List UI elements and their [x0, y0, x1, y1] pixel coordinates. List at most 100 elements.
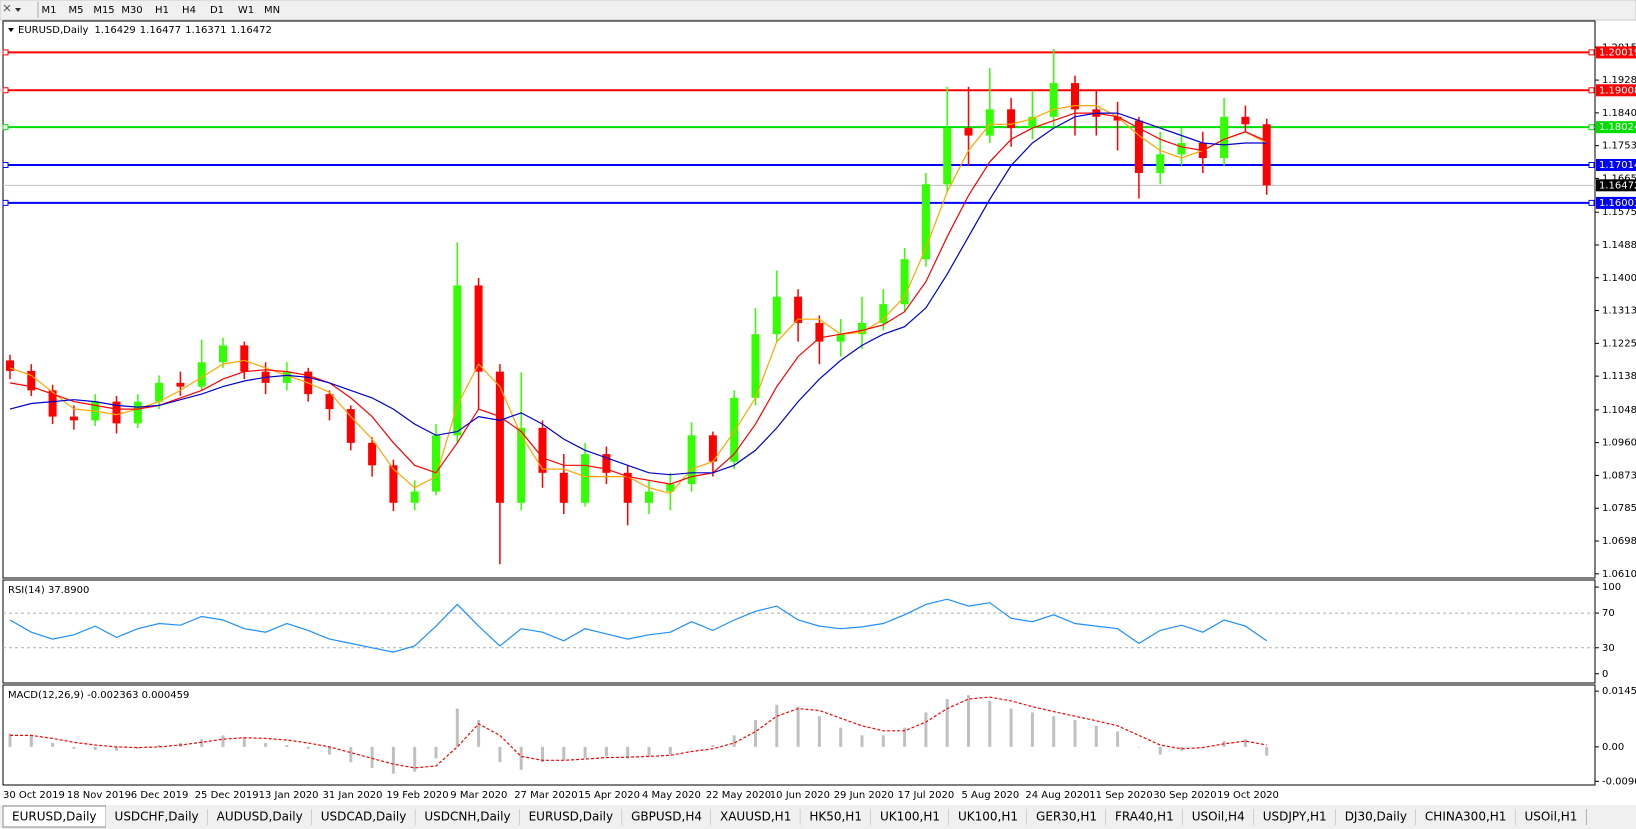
- level-handle[interactable]: [2, 87, 9, 94]
- candle-body: [964, 128, 973, 136]
- moving-average: [9, 112, 1267, 485]
- level-handle[interactable]: [1588, 87, 1595, 94]
- moving-average: [9, 112, 1267, 476]
- level-handle[interactable]: [1588, 199, 1595, 206]
- timeframe-button[interactable]: W1: [238, 5, 254, 16]
- x-tick-label: 17 Jul 2020: [898, 790, 955, 801]
- price-label-box: [1596, 179, 1636, 192]
- candle-body: [1007, 109, 1016, 129]
- macd-bar: [541, 746, 544, 763]
- y-tick-label: 1.14880: [1602, 240, 1636, 251]
- tab-label[interactable]: USOil,H4: [1192, 810, 1245, 824]
- candle-body: [772, 296, 781, 335]
- level-handle[interactable]: [1588, 49, 1595, 56]
- tab[interactable]: [1182, 806, 1254, 827]
- timeframe-button[interactable]: H1: [155, 5, 169, 16]
- candle-body: [581, 454, 590, 503]
- timeframe-button[interactable]: D1: [210, 5, 224, 16]
- timeframe-button[interactable]: H4: [182, 5, 196, 16]
- timeframe-button[interactable]: M15: [93, 5, 114, 16]
- chart-menu-arrow[interactable]: [8, 28, 14, 32]
- tab-label[interactable]: UK100,H1: [958, 810, 1018, 824]
- macd-bar: [881, 735, 885, 747]
- timeframe-button[interactable]: M5: [69, 5, 84, 16]
- macd-bar: [1265, 746, 1269, 756]
- y-tick-label: 0.00: [1602, 742, 1624, 753]
- tab[interactable]: [1027, 806, 1106, 827]
- macd-bar: [967, 695, 970, 747]
- tab-label[interactable]: USOil,H1: [1524, 810, 1577, 824]
- toolbar-dropdown[interactable]: [15, 8, 21, 12]
- candle-body: [687, 435, 696, 485]
- x-tick-label: 19 Feb 2020: [386, 790, 448, 801]
- tab-label[interactable]: USDCAD,Daily: [321, 810, 407, 824]
- x-tick-label: 24 Aug 2020: [1025, 790, 1089, 801]
- level-handle[interactable]: [1588, 162, 1595, 169]
- tab-label[interactable]: GBPUSD,H4: [631, 810, 702, 824]
- tab[interactable]: [1253, 806, 1336, 827]
- macd-bar: [626, 746, 630, 759]
- tab-label[interactable]: CHINA300,H1: [1425, 810, 1507, 824]
- candle-body: [112, 401, 121, 424]
- macd-bar: [370, 746, 374, 768]
- level-label: 1.19008: [1599, 85, 1636, 96]
- tab[interactable]: [711, 806, 801, 827]
- candle-body: [751, 334, 760, 398]
- macd-bar: [732, 735, 736, 747]
- x-tick-label: 10 Jun 2020: [770, 790, 830, 801]
- y-tick-label: 0: [1602, 669, 1608, 680]
- tab-label[interactable]: FRA40,H1: [1115, 810, 1174, 824]
- candle-body: [133, 401, 142, 424]
- tab[interactable]: [1515, 806, 1587, 827]
- tab[interactable]: [622, 806, 711, 827]
- tab-label[interactable]: USDCHF,Daily: [115, 810, 199, 824]
- macd-bar: [604, 746, 608, 757]
- tab-label[interactable]: DJ30,Daily: [1345, 810, 1407, 824]
- tab[interactable]: [1415, 806, 1516, 827]
- timeframe-button[interactable]: MN: [264, 5, 280, 16]
- candle-body: [730, 397, 739, 462]
- x-tick-label: 9 Mar 2020: [450, 790, 507, 801]
- tab-label[interactable]: EURUSD,Daily: [12, 810, 97, 824]
- tab[interactable]: [1106, 806, 1183, 827]
- candle-body: [1071, 83, 1079, 110]
- level-handle[interactable]: [2, 199, 9, 206]
- tab-label[interactable]: GER30,H1: [1036, 810, 1097, 824]
- candle-body: [368, 442, 377, 466]
- tab[interactable]: [415, 806, 520, 827]
- level-handle[interactable]: [1588, 124, 1595, 131]
- tab-label[interactable]: USDCNH,Daily: [424, 810, 510, 824]
- toolbar-icon[interactable]: [3, 4, 11, 12]
- tab-label[interactable]: HK50,H1: [809, 810, 862, 824]
- toolbar: [0, 0, 1636, 21]
- candle-body: [1156, 154, 1165, 174]
- tab-label[interactable]: XAUUSD,H1: [720, 810, 791, 824]
- tab[interactable]: [311, 806, 416, 827]
- tab[interactable]: [870, 806, 949, 827]
- tab[interactable]: [1335, 806, 1416, 827]
- tab-label[interactable]: UK100,H1: [880, 810, 940, 824]
- level-label-box: [1596, 159, 1636, 172]
- tab[interactable]: [207, 806, 312, 827]
- level-handle[interactable]: [2, 162, 9, 169]
- tab[interactable]: [105, 806, 208, 827]
- candle-body: [1177, 143, 1186, 155]
- tab[interactable]: [949, 806, 1028, 827]
- tab-label[interactable]: USDJPY,H1: [1263, 810, 1327, 824]
- macd-bar: [51, 743, 55, 747]
- tab-label[interactable]: EURUSD,Daily: [529, 810, 614, 824]
- candle-body: [495, 371, 504, 503]
- tab[interactable]: [519, 806, 623, 827]
- tab-label[interactable]: AUDUSD,Daily: [217, 810, 303, 824]
- timeframe-button[interactable]: M30: [121, 5, 142, 16]
- macd-bar: [839, 727, 843, 747]
- y-tick-label: 1.10480: [1602, 405, 1636, 416]
- level-handle[interactable]: [2, 49, 9, 56]
- candle-body: [602, 454, 611, 473]
- tab[interactable]: [800, 806, 871, 827]
- timeframe-button[interactable]: M1: [42, 5, 57, 16]
- level-handle[interactable]: [2, 124, 9, 131]
- x-tick-label: 19 Oct 2020: [1217, 790, 1279, 801]
- y-tick-label: 1.17530: [1602, 141, 1636, 152]
